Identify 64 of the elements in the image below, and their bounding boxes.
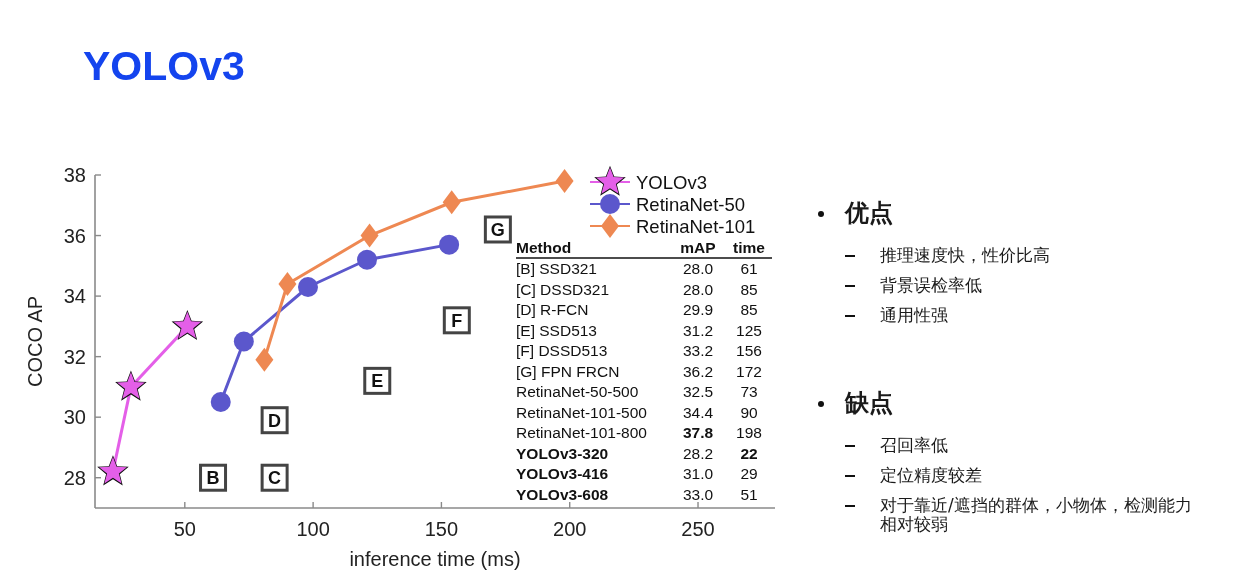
table-cell: mAP [680, 239, 716, 256]
table-cell: 198 [736, 424, 762, 441]
table-cell: [F] DSSD513 [516, 342, 608, 359]
table-cell: 32.5 [682, 383, 714, 400]
y-tick-label: 32 [63, 345, 86, 368]
table-cell: 61 [740, 260, 758, 277]
table-cell: 85 [740, 301, 758, 318]
table-cell: [D] R-FCN [516, 301, 589, 318]
table-cell: 125 [736, 321, 762, 339]
panel-item: 推理速度快，性价比高 [880, 246, 1051, 265]
table-cell: YOLOv3-416 [516, 465, 609, 482]
y-tick-label: 30 [63, 406, 86, 429]
table-cell: [E] SSD513 [516, 321, 597, 339]
legend-label: YOLOv3 [636, 171, 707, 193]
table-cell: 51 [740, 485, 758, 503]
table-cell: [G] FPN FRCN [516, 362, 620, 380]
x-tick-label: 100 [296, 518, 330, 540]
panel-item: 对于靠近/遮挡的群体，小物体，检测能力相对较弱 [880, 496, 1193, 534]
legend-label: RetinaNet-101 [636, 215, 756, 237]
table-cell: 28.2 [682, 444, 714, 462]
table-cell: 85 [740, 280, 758, 298]
title: YOLOv3 [83, 43, 245, 89]
panel-item: 定位精度较差 [880, 466, 983, 485]
table-cell: 28.0 [682, 260, 714, 277]
table-cell: 29.9 [682, 301, 714, 318]
y-axis-title: COCO AP [24, 295, 46, 388]
y-tick-label: 36 [63, 224, 86, 247]
x-tick-label: 250 [681, 518, 715, 540]
x-axis-title: inference time (ms) [349, 548, 521, 570]
x-tick-label: 150 [424, 518, 459, 540]
table-cell: 31.2 [682, 321, 714, 339]
legend-label: RetinaNet-50 [636, 193, 745, 215]
panel-item: 通用性强 [880, 306, 949, 325]
table-cell: 29 [740, 465, 758, 482]
table-cell: YOLOv3-608 [516, 485, 609, 503]
table-cell: Method [516, 239, 572, 256]
panel-item: 召回率低 [880, 436, 949, 455]
table-cell: RetinaNet-101-800 [516, 424, 647, 441]
table-cell: [B] SSD321 [516, 260, 597, 277]
x-tick-label: 200 [553, 518, 587, 540]
table-cell: 156 [736, 342, 762, 359]
table-cell: [C] DSSD321 [516, 280, 610, 298]
table-cell: RetinaNet-50-500 [516, 383, 639, 400]
y-tick-label: 28 [63, 466, 86, 489]
table-cell: 31.0 [682, 465, 714, 482]
table-cell: 172 [736, 362, 762, 380]
y-tick-label: 38 [63, 164, 86, 186]
table-cell: 33.0 [682, 485, 714, 503]
table-cell: 28.0 [682, 280, 714, 298]
table-cell: 37.8 [682, 424, 714, 441]
table-cell: RetinaNet-101-500 [516, 403, 647, 421]
table-cell: 22 [740, 444, 758, 462]
table-cell: 36.2 [682, 362, 714, 380]
table-cell: 33.2 [682, 342, 714, 359]
y-tick-label: 34 [63, 285, 86, 308]
table-cell: 90 [740, 403, 758, 421]
table-cell: time [733, 239, 765, 256]
x-tick-label: 50 [173, 518, 196, 540]
table-cell: 73 [740, 383, 758, 400]
panel-title: 缺点 [845, 388, 893, 419]
panel-title: 优点 [845, 198, 893, 229]
table-cell: 34.4 [682, 403, 714, 421]
table-cell: YOLOv3-320 [516, 444, 609, 462]
panel-item: 背景误检率低 [880, 276, 983, 295]
